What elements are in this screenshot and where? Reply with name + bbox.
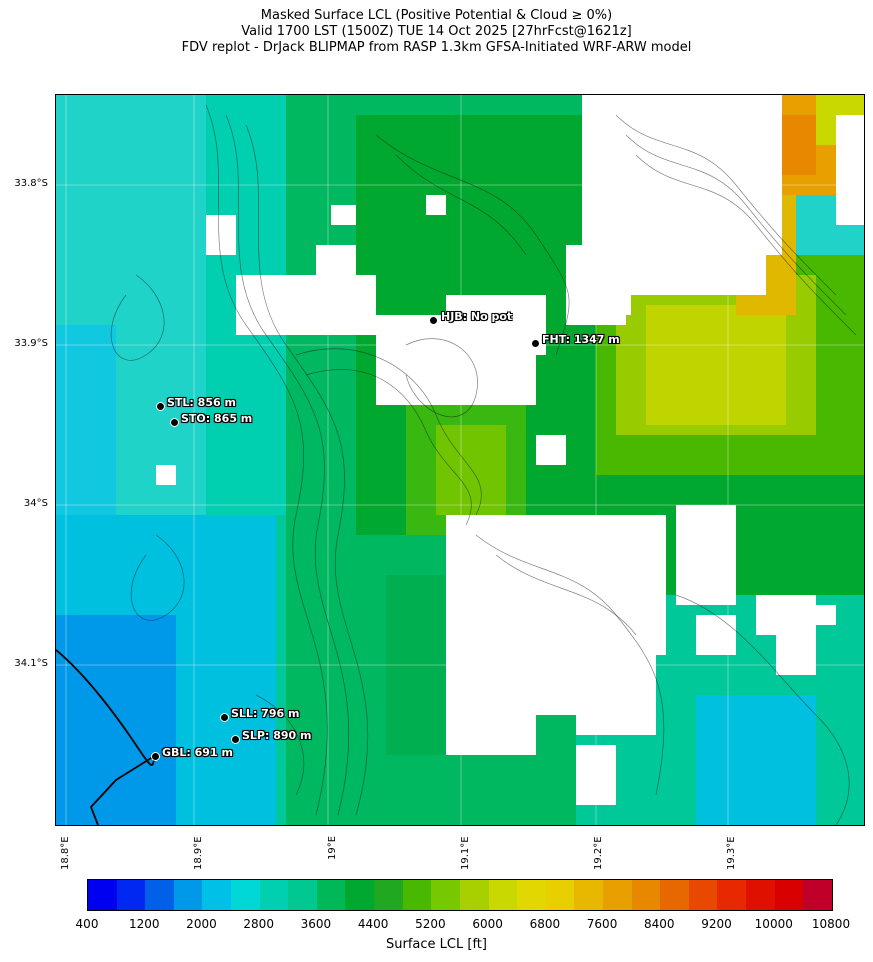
colorbar-tick-label: 7600 xyxy=(586,917,618,931)
colorbar-segment xyxy=(459,880,489,910)
lcl-map xyxy=(55,94,865,826)
lon-label-18-8: 18.8°E xyxy=(60,836,71,870)
colorbar-segment xyxy=(431,880,460,910)
lat-label-33-9: 33.9°S xyxy=(14,338,48,349)
colorbar-segment xyxy=(631,880,661,910)
colorbar-tick-label: 1200 xyxy=(128,917,160,931)
colorbar xyxy=(87,879,833,911)
colorbar-tick-label: 4400 xyxy=(357,917,389,931)
station-marker-gbl xyxy=(151,752,160,761)
station-label-stl: STL: 856 m xyxy=(167,396,236,409)
lat-label-34-1: 34.1°S xyxy=(14,658,48,669)
station-label-fht: FHT: 1347 m xyxy=(542,333,620,346)
colorbar-segment xyxy=(288,880,317,910)
chart-title-line3: FDV replot - DrJack BLIPMAP from RASP 1.… xyxy=(181,40,692,55)
colorbar-segment xyxy=(345,880,375,910)
lon-label-19: 19°E xyxy=(327,835,338,860)
station-marker-hjb xyxy=(429,316,438,325)
colorbar-segment xyxy=(545,880,575,910)
chart-title-line2: Valid 1700 LST (1500Z) TUE 14 Oct 2025 [… xyxy=(241,24,632,39)
station-label-hjb: HJB: No pot xyxy=(441,310,513,323)
colorbar-tick-label: 2800 xyxy=(243,917,274,931)
station-marker-fht xyxy=(531,339,540,348)
colorbar-tick-label: 3600 xyxy=(300,917,332,931)
colorbar-tick-label: 8400 xyxy=(644,917,675,931)
colorbar-label: Surface LCL [ft] xyxy=(386,937,487,952)
lon-label-18-9: 18.9°E xyxy=(193,836,204,870)
lon-label-19-3: 19.3°E xyxy=(726,836,737,870)
colorbar-segment xyxy=(602,880,632,910)
station-marker-sto xyxy=(170,418,179,427)
colorbar-tick-label: 5200 xyxy=(415,917,446,931)
colorbar-tick-label: 6800 xyxy=(529,917,561,931)
colorbar-segment xyxy=(803,880,832,910)
colorbar-segment xyxy=(231,880,260,910)
lat-label-34: 34°S xyxy=(23,498,48,509)
lcl-map-graphic xyxy=(56,95,864,825)
colorbar-segment xyxy=(774,880,804,910)
colorbar-tick-label: 9200 xyxy=(701,917,732,931)
station-marker-slp xyxy=(231,735,240,744)
colorbar-tick-label: 10800 xyxy=(811,917,851,931)
colorbar-segment xyxy=(145,880,174,910)
colorbar-segment xyxy=(116,880,146,910)
colorbar-segment xyxy=(717,880,747,910)
station-label-slp: SLP: 890 m xyxy=(242,729,312,742)
colorbar-segment xyxy=(488,880,518,910)
colorbar-segment xyxy=(574,880,603,910)
colorbar-tick-label: 400 xyxy=(75,917,99,931)
colorbar-tick-label: 10000 xyxy=(754,917,793,931)
chart-title-line1: Masked Surface LCL (Positive Potential &… xyxy=(260,8,613,23)
colorbar-segment xyxy=(374,880,403,910)
station-label-gbl: GBL: 691 m xyxy=(162,746,233,759)
lat-label-33-8: 33.8°S xyxy=(14,178,48,189)
station-marker-sll xyxy=(220,713,229,722)
station-label-sll: SLL: 796 m xyxy=(231,707,300,720)
colorbar-segment xyxy=(402,880,432,910)
lon-label-19-1: 19.1°E xyxy=(460,836,471,870)
colorbar-tick-label: 6000 xyxy=(472,917,503,931)
station-marker-stl xyxy=(156,402,165,411)
colorbar-segment xyxy=(688,880,718,910)
colorbar-segment xyxy=(173,880,203,910)
colorbar-segment xyxy=(517,880,546,910)
colorbar-segment xyxy=(88,880,117,910)
station-label-sto: STO: 865 m xyxy=(181,412,253,425)
colorbar-tick-label: 2000 xyxy=(186,917,217,931)
colorbar-segment xyxy=(660,880,689,910)
colorbar-segment xyxy=(316,880,346,910)
lon-label-19-2: 19.2°E xyxy=(593,836,604,870)
colorbar-segment xyxy=(202,880,232,910)
colorbar-segment xyxy=(746,880,775,910)
colorbar-segment xyxy=(259,880,289,910)
